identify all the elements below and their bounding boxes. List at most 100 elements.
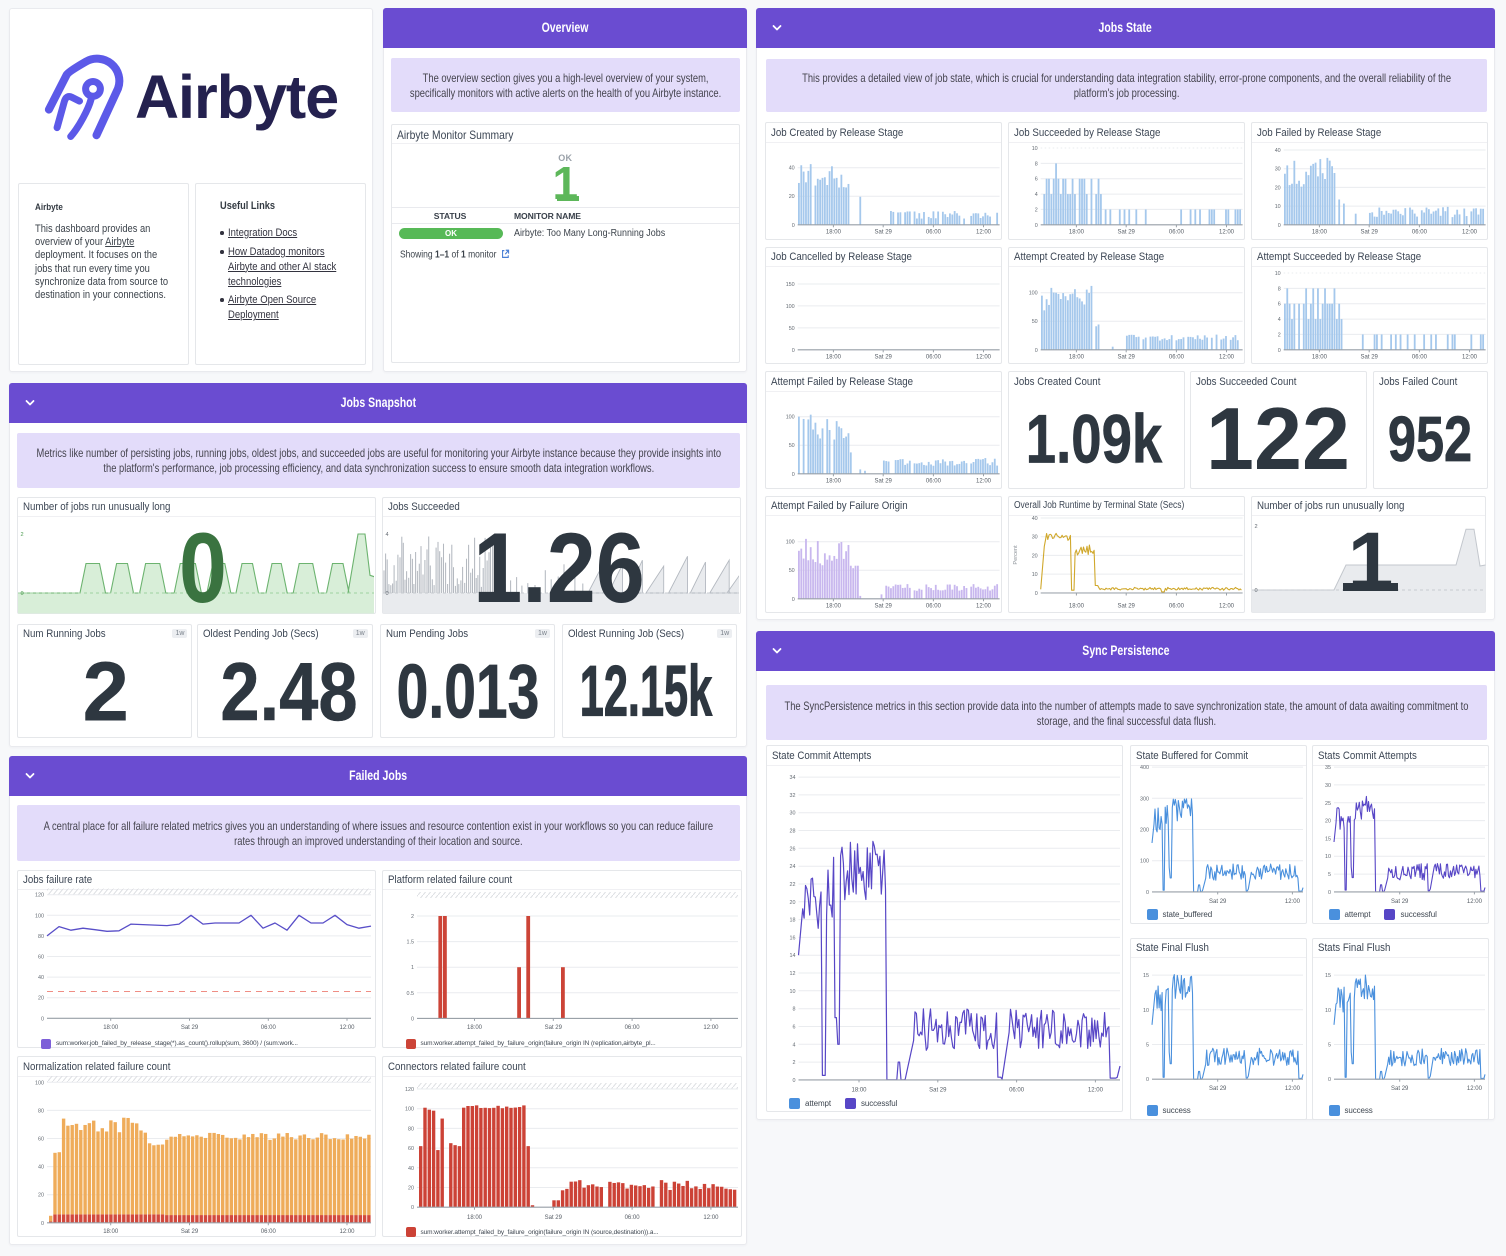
svg-text:100: 100	[1140, 859, 1149, 865]
svg-text:18:00: 18:00	[1311, 354, 1327, 360]
svg-text:18:00: 18:00	[103, 1229, 119, 1235]
svg-text:10: 10	[1274, 271, 1280, 277]
svg-text:6: 6	[793, 1025, 796, 1031]
svg-text:60: 60	[38, 954, 44, 960]
svg-text:12:00: 12:00	[1088, 1088, 1104, 1094]
svg-text:Percent: Percent	[1013, 545, 1019, 565]
svg-text:Sat 29: Sat 29	[1391, 899, 1409, 905]
svg-text:12:00: 12:00	[976, 479, 992, 485]
svg-text:100: 100	[1028, 290, 1037, 296]
svg-text:20: 20	[790, 900, 796, 906]
svg-text:18:00: 18:00	[826, 603, 842, 609]
svg-text:30: 30	[1031, 534, 1037, 540]
svg-text:15: 15	[1325, 973, 1331, 979]
svg-text:Sat 29: Sat 29	[875, 354, 893, 360]
svg-text:06:00: 06:00	[1411, 230, 1427, 236]
svg-text:2: 2	[1277, 332, 1280, 338]
svg-text:18:00: 18:00	[851, 1088, 867, 1094]
svg-text:30: 30	[1325, 783, 1331, 789]
svg-text:15: 15	[1143, 973, 1149, 979]
svg-text:06:00: 06:00	[624, 1215, 640, 1221]
svg-text:06:00: 06:00	[1169, 603, 1185, 609]
svg-text:8: 8	[1034, 162, 1037, 168]
svg-text:2: 2	[411, 914, 414, 920]
svg-text:0: 0	[21, 591, 24, 597]
svg-text:20: 20	[1031, 553, 1037, 559]
svg-text:Sat 29: Sat 29	[875, 603, 893, 609]
svg-text:18:00: 18:00	[1311, 230, 1327, 236]
svg-text:18:00: 18:00	[103, 1025, 119, 1031]
svg-text:100: 100	[35, 913, 44, 919]
svg-text:18:00: 18:00	[1069, 230, 1085, 236]
svg-text:12:00: 12:00	[339, 1025, 355, 1031]
svg-text:06:00: 06:00	[1169, 230, 1185, 236]
svg-text:40: 40	[38, 1165, 44, 1171]
svg-text:0: 0	[1146, 1077, 1149, 1083]
svg-text:12:00: 12:00	[1462, 230, 1478, 236]
svg-text:40: 40	[789, 166, 795, 172]
svg-text:22: 22	[790, 882, 796, 888]
svg-text:2: 2	[793, 1060, 796, 1066]
svg-text:Sat 29: Sat 29	[875, 230, 893, 236]
svg-text:40: 40	[38, 975, 44, 981]
svg-text:50: 50	[789, 568, 795, 574]
svg-text:5: 5	[1328, 1042, 1331, 1048]
svg-text:18:00: 18:00	[826, 479, 842, 485]
svg-text:Sat 29: Sat 29	[1360, 354, 1378, 360]
svg-text:8: 8	[1277, 286, 1280, 292]
svg-text:06:00: 06:00	[1169, 354, 1185, 360]
svg-text:0: 0	[792, 472, 795, 478]
svg-text:6: 6	[1277, 301, 1280, 307]
svg-text:20: 20	[789, 194, 795, 200]
svg-text:4: 4	[1034, 192, 1037, 198]
svg-text:Sat 29: Sat 29	[1391, 1086, 1409, 1092]
svg-text:0: 0	[1254, 588, 1257, 594]
svg-text:Sat 29: Sat 29	[181, 1025, 199, 1031]
svg-text:12: 12	[790, 971, 796, 977]
svg-text:12:00: 12:00	[1219, 354, 1235, 360]
svg-text:50: 50	[789, 326, 795, 332]
svg-text:400: 400	[1140, 765, 1149, 771]
svg-text:10: 10	[790, 989, 796, 995]
svg-text:06:00: 06:00	[926, 354, 942, 360]
svg-text:06:00: 06:00	[926, 603, 942, 609]
svg-text:0: 0	[792, 348, 795, 354]
svg-text:60: 60	[38, 1137, 44, 1143]
svg-text:12:00: 12:00	[1466, 1086, 1482, 1092]
svg-text:12:00: 12:00	[1219, 603, 1235, 609]
svg-text:0.5: 0.5	[406, 990, 414, 996]
svg-text:40: 40	[1274, 148, 1280, 154]
svg-text:15: 15	[1325, 837, 1331, 843]
svg-text:0: 0	[1034, 348, 1037, 354]
svg-text:12:00: 12:00	[976, 230, 992, 236]
svg-text:06:00: 06:00	[926, 479, 942, 485]
svg-text:18:00: 18:00	[1069, 603, 1085, 609]
svg-text:120: 120	[405, 1087, 414, 1093]
svg-text:0: 0	[1328, 1077, 1331, 1083]
svg-text:0: 0	[411, 1016, 414, 1022]
svg-text:200: 200	[1140, 828, 1149, 834]
svg-text:25: 25	[1325, 801, 1331, 807]
svg-text:12:00: 12:00	[1462, 354, 1478, 360]
svg-text:20: 20	[408, 1186, 414, 1192]
svg-text:8: 8	[793, 1007, 796, 1013]
svg-text:0: 0	[1277, 223, 1280, 229]
svg-text:300: 300	[1140, 797, 1149, 803]
svg-text:12:00: 12:00	[976, 354, 992, 360]
svg-text:5: 5	[1146, 1042, 1149, 1048]
svg-text:10: 10	[1143, 1008, 1149, 1014]
svg-text:10: 10	[1325, 854, 1331, 860]
svg-text:2: 2	[1254, 524, 1257, 530]
svg-text:12:00: 12:00	[1284, 1086, 1300, 1092]
svg-text:18:00: 18:00	[1069, 354, 1085, 360]
svg-text:12:00: 12:00	[1219, 230, 1235, 236]
svg-text:4: 4	[1277, 317, 1280, 323]
svg-text:50: 50	[1031, 319, 1037, 325]
svg-text:0: 0	[1277, 348, 1280, 354]
svg-text:10: 10	[1274, 204, 1280, 210]
svg-text:0: 0	[41, 1221, 44, 1227]
svg-text:12:00: 12:00	[1284, 899, 1300, 905]
svg-text:Sat 29: Sat 29	[544, 1025, 562, 1031]
svg-text:100: 100	[35, 1080, 44, 1086]
svg-text:Sat 29: Sat 29	[875, 479, 893, 485]
